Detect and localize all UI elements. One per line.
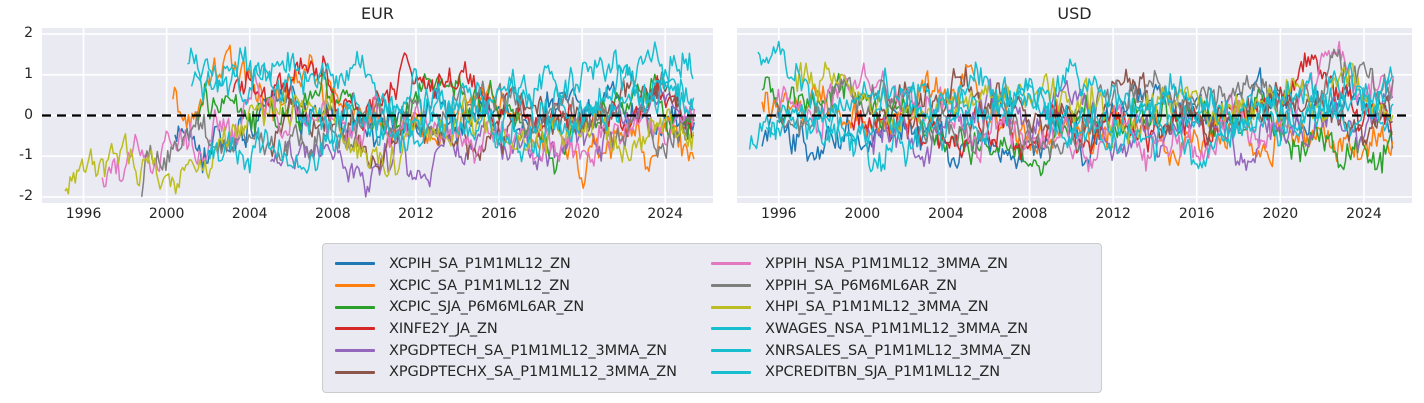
plot-area-eur — [42, 28, 713, 203]
legend-entry[interactable]: XCPIC_SA_P1M1ML12_ZN — [335, 275, 711, 297]
y-axis-tick-label: 0 — [24, 106, 33, 123]
legend-label: XWAGES_NSA_P1M1ML12_3MMA_ZN — [765, 320, 1028, 337]
legend-label: XCPIC_SA_P1M1ML12_ZN — [389, 277, 570, 294]
x-axis-tick-label: 2004 — [928, 206, 964, 222]
legend-entry[interactable]: XHPI_SA_P1M1ML12_3MMA_ZN — [711, 296, 1087, 318]
x-axis-tick-label: 2020 — [564, 206, 600, 222]
legend-entry[interactable]: XCPIC_SJA_P6M6ML6AR_ZN — [335, 296, 711, 318]
legend-color-swatch — [335, 327, 375, 331]
x-axis-tick-label: 2024 — [1346, 206, 1382, 222]
series-line — [232, 52, 695, 139]
series-line — [757, 40, 1393, 170]
series-line — [187, 47, 694, 142]
legend-label: XPCREDITBN_SJA_P1M1ML12_ZN — [765, 364, 1000, 381]
series-line — [865, 78, 1394, 172]
chart-legend: XCPIH_SA_P1M1ML12_ZN XCPIC_SA_P1M1ML12_ZN… — [322, 243, 1102, 393]
series-line — [865, 66, 1394, 147]
legend-color-swatch — [711, 349, 751, 353]
legend-column-1: XCPIH_SA_P1M1ML12_ZN XCPIC_SA_P1M1ML12_ZN… — [335, 253, 711, 383]
legend-color-swatch — [335, 262, 375, 266]
legend-entry[interactable]: XNRSALES_SA_P1M1ML12_3MMA_ZN — [711, 340, 1087, 362]
x-axis-tick-label: 2008 — [1011, 206, 1048, 222]
x-axis-tick-label: 2012 — [398, 206, 434, 222]
x-axis-tick-label: 2000 — [844, 206, 881, 222]
x-axis-tick-label: 1996 — [760, 206, 797, 222]
panel-title-eur: EUR — [361, 4, 394, 23]
x-axis-tick-label: 2004 — [231, 206, 268, 222]
legend-label: XPPIH_NSA_P1M1ML12_3MMA_ZN — [765, 255, 1008, 272]
legend-color-swatch — [335, 370, 375, 374]
series-group — [64, 41, 696, 198]
legend-label: XCPIC_SJA_P6M6ML6AR_ZN — [389, 299, 585, 316]
legend-label: XPGDPTECHX_SA_P1M1ML12_3MMA_ZN — [389, 364, 677, 381]
legend-entry[interactable]: XINFE2Y_JA_ZN — [335, 318, 711, 340]
y-axis-tick-label: 2 — [24, 25, 33, 42]
legend-color-swatch — [711, 305, 751, 309]
legend-label: XINFE2Y_JA_ZN — [389, 320, 498, 337]
series-line — [190, 46, 695, 153]
legend-label: XHPI_SA_P1M1ML12_3MMA_ZN — [765, 299, 989, 316]
legend-label: XCPIH_SA_P1M1ML12_ZN — [389, 255, 571, 272]
legend-entry[interactable]: XWAGES_NSA_P1M1ML12_3MMA_ZN — [711, 318, 1087, 340]
legend-color-swatch — [335, 349, 375, 353]
series-line — [765, 72, 1394, 173]
plot-area-usd — [737, 28, 1412, 203]
legend-column-2: XPPIH_NSA_P1M1ML12_3MMA_ZN XPPIH_SA_P6M6M… — [711, 253, 1087, 383]
legend-label: XPPIH_SA_P6M6ML6AR_ZN — [765, 277, 957, 294]
y-axis-tick-label: -2 — [19, 187, 33, 204]
y-axis-tick-label: 1 — [24, 65, 33, 82]
legend-color-swatch — [711, 262, 751, 266]
legend-entry[interactable]: XPPIH_SA_P6M6ML6AR_ZN — [711, 275, 1087, 297]
series-line — [64, 90, 695, 195]
x-axis-tick-label: 2016 — [1178, 206, 1215, 222]
y-axis-tick-label: -1 — [19, 147, 33, 164]
series-line — [269, 84, 694, 198]
x-axis-tick-label: 2020 — [1262, 206, 1299, 222]
series-line — [775, 40, 1394, 173]
legend-entry[interactable]: XPGDPTECHX_SA_P1M1ML12_3MMA_ZN — [335, 361, 711, 383]
legend-color-swatch — [711, 284, 751, 287]
x-axis-tick-label: 2000 — [148, 206, 185, 222]
legend-color-swatch — [711, 327, 751, 331]
series-line — [207, 41, 694, 174]
legend-color-swatch — [335, 284, 375, 287]
legend-color-swatch — [711, 370, 751, 374]
x-axis-tick-label: 2024 — [647, 206, 684, 222]
legend-label: XNRSALES_SA_P1M1ML12_3MMA_ZN — [765, 342, 1031, 359]
series-group — [748, 40, 1394, 177]
legend-entry[interactable]: XPGDPTECH_SA_P1M1ML12_3MMA_ZN — [335, 340, 711, 362]
legend-label: XPGDPTECH_SA_P1M1ML12_3MMA_ZN — [389, 342, 668, 359]
legend-color-swatch — [335, 305, 375, 309]
legend-entry[interactable]: XCPIH_SA_P1M1ML12_ZN — [335, 253, 711, 275]
x-axis-tick-label: 1996 — [65, 206, 102, 222]
legend-entry[interactable]: XPCREDITBN_SJA_P1M1ML12_ZN — [711, 361, 1087, 383]
x-axis-tick-label: 2008 — [315, 206, 351, 222]
x-axis-tick-label: 2016 — [481, 206, 517, 222]
legend-entry[interactable]: XPPIH_NSA_P1M1ML12_3MMA_ZN — [711, 253, 1087, 275]
x-axis-tick-label: 2012 — [1095, 206, 1131, 222]
panel-title-usd: USD — [1057, 4, 1092, 23]
